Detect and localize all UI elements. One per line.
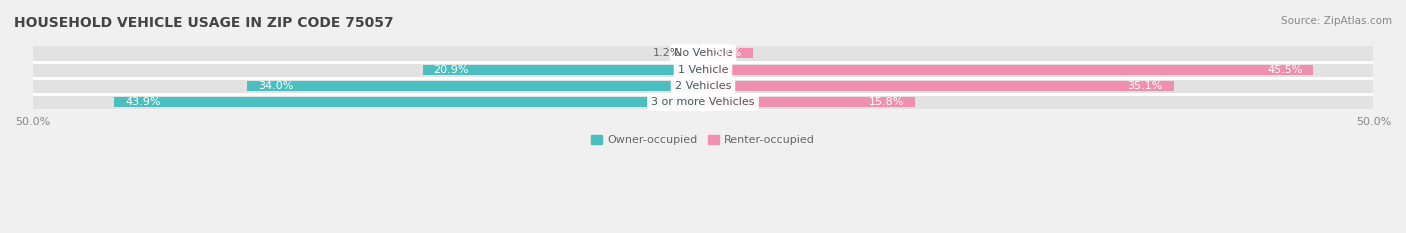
Bar	[703, 94, 1374, 109]
Bar	[32, 62, 703, 77]
Bar	[703, 46, 1374, 61]
Bar	[423, 65, 703, 75]
Bar	[688, 48, 703, 58]
Text: 15.8%: 15.8%	[869, 97, 904, 107]
Bar	[114, 97, 703, 107]
Text: HOUSEHOLD VEHICLE USAGE IN ZIP CODE 75057: HOUSEHOLD VEHICLE USAGE IN ZIP CODE 7505…	[14, 16, 394, 30]
Bar	[703, 81, 1174, 91]
Text: 1 Vehicle: 1 Vehicle	[678, 65, 728, 75]
Text: 34.0%: 34.0%	[257, 81, 294, 91]
Bar	[32, 94, 703, 109]
Text: No Vehicle: No Vehicle	[673, 48, 733, 58]
Bar	[703, 97, 915, 107]
Bar	[703, 48, 752, 58]
Text: 2 Vehicles: 2 Vehicles	[675, 81, 731, 91]
Bar	[703, 62, 1374, 77]
Legend: Owner-occupied, Renter-occupied: Owner-occupied, Renter-occupied	[586, 131, 820, 150]
Text: 1.2%: 1.2%	[654, 48, 682, 58]
Text: 45.5%: 45.5%	[1267, 65, 1302, 75]
Bar	[703, 65, 1313, 75]
Text: 43.9%: 43.9%	[125, 97, 160, 107]
Bar	[32, 46, 703, 61]
Text: 35.1%: 35.1%	[1128, 81, 1163, 91]
Bar	[247, 81, 703, 91]
Text: 3 or more Vehicles: 3 or more Vehicles	[651, 97, 755, 107]
Bar	[32, 78, 703, 93]
Bar	[703, 78, 1374, 93]
Text: Source: ZipAtlas.com: Source: ZipAtlas.com	[1281, 16, 1392, 26]
Text: 3.7%: 3.7%	[713, 48, 742, 58]
Text: 20.9%: 20.9%	[433, 65, 470, 75]
